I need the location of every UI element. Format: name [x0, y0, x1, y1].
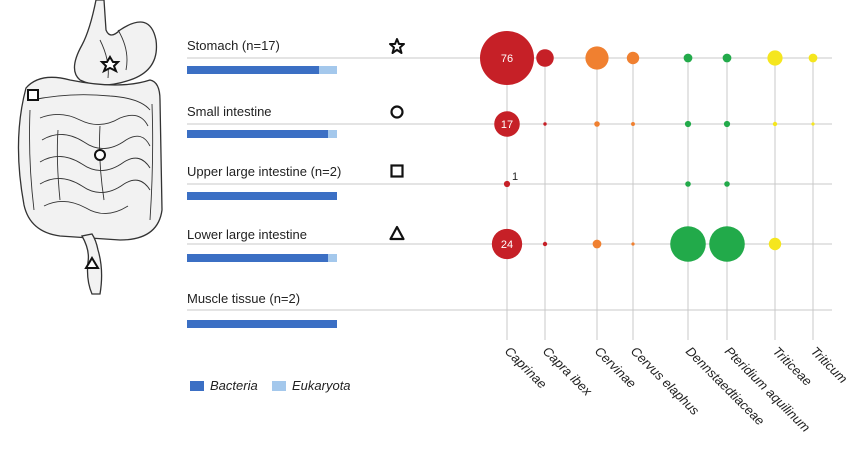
- bar-small-intestine: [187, 130, 337, 138]
- bar-segment-bacteria: [187, 130, 328, 138]
- bubble: [722, 53, 732, 63]
- bubble: [724, 181, 730, 187]
- bubble: [542, 241, 548, 247]
- bubble: [709, 226, 745, 262]
- bubble: [772, 121, 778, 127]
- legend-swatch-bacteria: [190, 381, 204, 391]
- bubble: [491, 228, 523, 260]
- bubble: [768, 237, 782, 251]
- circle-icon: [390, 105, 404, 119]
- legend-eukaryota: Eukaryota: [272, 378, 351, 393]
- bubble: [503, 180, 511, 188]
- bar-segment-bacteria: [187, 320, 337, 328]
- bubble: [631, 122, 635, 126]
- organ-markers: [27, 55, 121, 269]
- row-label-upper-large-intestine: Upper large intestine (n=2): [187, 164, 342, 179]
- bubble: [592, 239, 602, 249]
- bubble-value-label: 24: [501, 239, 513, 251]
- column-label: Capra ibex: [540, 344, 595, 399]
- bubble: [543, 122, 547, 126]
- bubble: [670, 226, 706, 262]
- triangle-icon: [389, 225, 405, 241]
- column-label: Triticeae: [770, 344, 815, 389]
- row-label-lower-large-intestine: Lower large intestine: [187, 227, 307, 242]
- row-label-muscle-tissue: Muscle tissue (n=2): [187, 291, 301, 306]
- bubble: [494, 111, 520, 137]
- square-icon: [390, 164, 404, 178]
- bubble: [723, 120, 731, 128]
- bar-muscle-tissue: [187, 320, 337, 328]
- column-label: Triticum: [808, 344, 851, 387]
- bubble: [767, 50, 783, 66]
- row-label-small-intestine: Small intestine: [187, 104, 272, 119]
- bubble: [626, 51, 640, 65]
- bubble: [594, 121, 600, 127]
- bar-segment-eukaryota: [328, 130, 337, 138]
- legend-bacteria: Bacteria: [190, 378, 258, 393]
- star-icon: [389, 38, 405, 54]
- bubble: [585, 46, 609, 70]
- square-marker-icon: [27, 89, 39, 101]
- bubble-value-label: 1: [512, 171, 518, 183]
- bubble: [536, 49, 554, 67]
- bar-segment-bacteria: [187, 254, 328, 262]
- bubble: [683, 53, 693, 63]
- bubble: [684, 120, 692, 128]
- bar-segment-bacteria: [187, 192, 337, 200]
- bubble: [808, 53, 818, 63]
- row-label-stomach: Stomach (n=17): [187, 38, 280, 53]
- bar-lower-large-intestine: [187, 254, 337, 262]
- bubble-value-label: 17: [501, 119, 513, 131]
- bubble: [480, 31, 534, 85]
- legend-swatch-eukaryota: [272, 381, 286, 391]
- digestive-tract-illustration: [17, 0, 163, 295]
- bar-segment-eukaryota: [319, 66, 337, 74]
- bubble: [811, 122, 815, 126]
- bubble: [685, 181, 691, 187]
- bar-upper-large-intestine: [187, 192, 337, 200]
- triangle-marker-icon: [84, 256, 100, 269]
- bubble-value-label: 76: [501, 53, 513, 65]
- circle-marker-icon: [94, 149, 106, 161]
- star-marker-icon: [99, 55, 121, 74]
- bar-segment-eukaryota: [328, 254, 337, 262]
- legend-label-bacteria: Bacteria: [210, 378, 258, 393]
- legend-label-eukaryota: Eukaryota: [292, 378, 351, 393]
- bar-stomach: [187, 66, 337, 74]
- bar-segment-bacteria: [187, 66, 319, 74]
- bubble: [631, 242, 635, 246]
